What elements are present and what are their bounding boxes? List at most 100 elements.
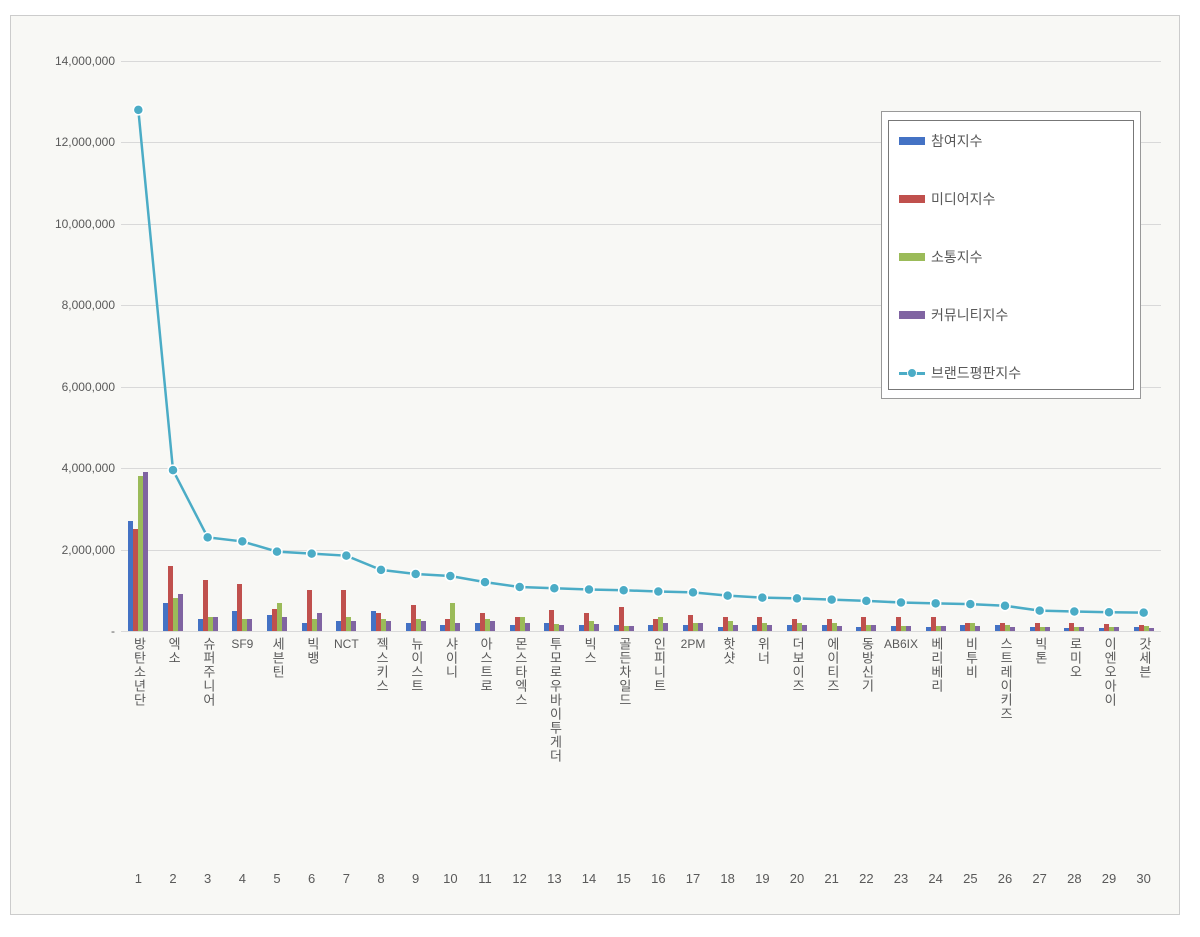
x-category-label: 슈퍼주니어	[190, 637, 225, 710]
x-category-label: 빅뱅	[294, 637, 329, 668]
x-category-label: 2PM	[676, 637, 711, 651]
x-category-label: 위너	[745, 637, 780, 668]
line-marker	[237, 536, 247, 546]
bar-커뮤니티지수	[733, 625, 738, 631]
legend-item: 브랜드평판지수	[899, 363, 1119, 383]
legend-swatch	[899, 311, 925, 319]
x-category-label: 몬스타엑스	[502, 637, 537, 710]
bar-커뮤니티지수	[941, 626, 946, 631]
bar-커뮤니티지수	[698, 623, 703, 631]
line-marker	[931, 598, 941, 608]
legend-item: 참여지수	[899, 131, 1119, 151]
x-rank-label: 5	[260, 871, 295, 886]
line-marker	[619, 585, 629, 595]
y-axis-label: 12,000,000	[55, 135, 121, 149]
bar-커뮤니티지수	[906, 626, 911, 631]
x-rank-label: 3	[190, 871, 225, 886]
x-category-label: 젝스키스	[364, 637, 399, 696]
x-category-label: 이엔오아이	[1092, 637, 1127, 710]
x-category-label: 동방신기	[849, 637, 884, 696]
x-rank-label: 29	[1092, 871, 1127, 886]
x-rank-label: 18	[710, 871, 745, 886]
x-category-label: 뉴이스트	[398, 637, 433, 696]
line-marker	[549, 583, 559, 593]
x-rank-label: 26	[988, 871, 1023, 886]
x-rank-label: 6	[294, 871, 329, 886]
x-rank-label: 1	[121, 871, 156, 886]
bar-커뮤니티지수	[629, 626, 634, 631]
y-axis-label: 6,000,000	[62, 380, 121, 394]
x-category-label: 인피니트	[641, 637, 676, 696]
x-category-label: AB6IX	[884, 637, 919, 651]
x-rank-label: 11	[468, 871, 503, 886]
legend-swatch	[899, 195, 925, 203]
line-marker	[1139, 608, 1149, 618]
x-rank-label: 4	[225, 871, 260, 886]
line-marker	[688, 587, 698, 597]
x-category-label: 스트레이키즈	[988, 637, 1023, 724]
line-marker	[480, 577, 490, 587]
chart-legend: 참여지수미디어지수소통지수커뮤니티지수브랜드평판지수	[881, 111, 1141, 399]
line-marker	[827, 595, 837, 605]
bar-커뮤니티지수	[143, 472, 148, 631]
bar-커뮤니티지수	[1079, 627, 1084, 631]
x-category-label: 갓세븐	[1126, 637, 1161, 682]
legend-label: 소통지수	[931, 247, 983, 267]
bar-커뮤니티지수	[1010, 627, 1015, 631]
bar-커뮤니티지수	[767, 625, 772, 631]
x-category-label: 아스트로	[468, 637, 503, 696]
bar-커뮤니티지수	[282, 617, 287, 631]
x-category-label: 샤이니	[433, 637, 468, 682]
legend-swatch	[899, 253, 925, 261]
legend-item: 미디어지수	[899, 189, 1119, 209]
bar-커뮤니티지수	[1045, 627, 1050, 631]
x-rank-label: 22	[849, 871, 884, 886]
x-rank-label: 21	[814, 871, 849, 886]
x-category-label: 더보이즈	[780, 637, 815, 696]
x-rank-label: 24	[918, 871, 953, 886]
x-category-label: 빅스	[572, 637, 607, 668]
bar-커뮤니티지수	[455, 623, 460, 631]
bar-커뮤니티지수	[802, 625, 807, 631]
x-rank-label: 8	[364, 871, 399, 886]
x-rank-label: 13	[537, 871, 572, 886]
legend-swatch	[899, 137, 925, 145]
y-axis-label: 2,000,000	[62, 543, 121, 557]
legend-item: 커뮤니티지수	[899, 305, 1119, 325]
x-category-label: 비투비	[953, 637, 988, 682]
x-rank-label: 7	[329, 871, 364, 886]
y-axis-label: 10,000,000	[55, 217, 121, 231]
x-rank-label: 16	[641, 871, 676, 886]
y-axis-label: 8,000,000	[62, 298, 121, 312]
line-marker	[307, 549, 317, 559]
bar-커뮤니티지수	[559, 625, 564, 631]
line-marker	[411, 569, 421, 579]
x-category-label: 핫샷	[710, 637, 745, 668]
x-rank-label: 19	[745, 871, 780, 886]
x-rank-label: 14	[572, 871, 607, 886]
x-rank-label: 20	[780, 871, 815, 886]
bar-커뮤니티지수	[594, 624, 599, 631]
legend-label: 커뮤니티지수	[931, 305, 1008, 325]
legend-swatch	[899, 372, 925, 375]
line-marker	[861, 596, 871, 606]
x-rank-label: 2	[156, 871, 191, 886]
x-rank-label: 25	[953, 871, 988, 886]
x-category-label: NCT	[329, 637, 364, 651]
legend-label: 참여지수	[931, 131, 983, 151]
legend-label: 미디어지수	[931, 189, 995, 209]
line-marker	[203, 532, 213, 542]
line-marker	[896, 598, 906, 608]
line-marker	[653, 587, 663, 597]
line-marker	[376, 565, 386, 575]
x-category-label: 로미오	[1057, 637, 1092, 682]
bar-커뮤니티지수	[1149, 628, 1154, 631]
x-category-label: 투모로우바이투게더	[537, 637, 572, 766]
line-marker	[792, 593, 802, 603]
x-rank-label: 28	[1057, 871, 1092, 886]
y-axis-label: 14,000,000	[55, 54, 121, 68]
grid-line	[121, 631, 1161, 632]
x-rank-label: 9	[398, 871, 433, 886]
line-marker	[584, 584, 594, 594]
bar-커뮤니티지수	[317, 613, 322, 631]
